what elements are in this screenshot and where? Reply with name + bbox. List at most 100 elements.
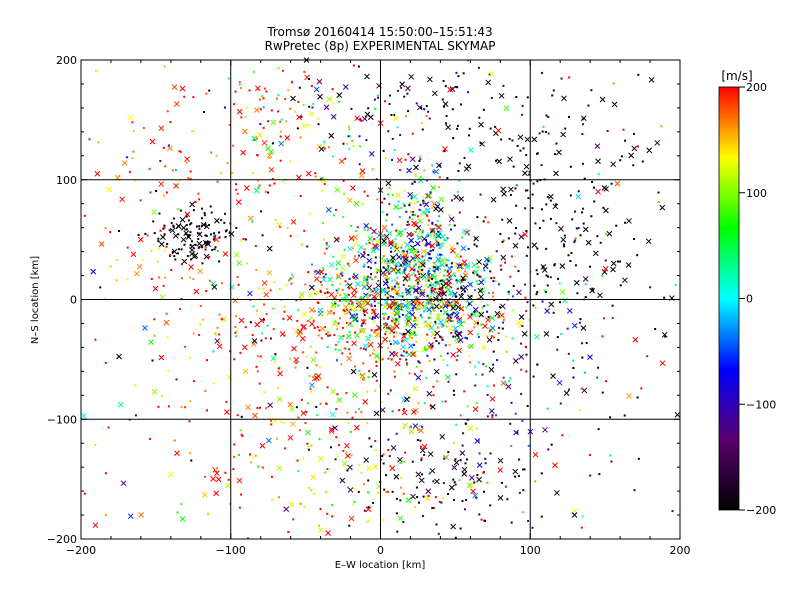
data-point-dot [368,294,371,297]
data-point-dot [538,132,541,135]
data-point-dot [516,431,519,434]
data-point-dot [623,414,626,417]
data-point-cross [171,84,178,90]
data-point-dot [604,232,607,235]
data-point-dot [290,282,293,285]
data-point-dot [185,215,188,218]
data-point-cross [433,168,440,175]
data-point-dot [367,519,370,522]
data-point-dot [476,273,479,276]
data-point-dot [466,337,469,340]
data-point-dot [216,250,219,253]
data-point-dot [499,264,502,267]
data-point-dot [385,474,388,477]
data-point-dot [477,335,480,338]
data-point-dot [420,316,423,319]
data-point-dot [560,332,563,335]
data-point-dot [396,300,399,303]
data-point-dot [357,490,360,493]
data-point-cross [121,160,128,166]
data-point-dot [463,320,466,323]
data-point-dot [324,273,327,276]
data-point-dot [348,331,351,334]
data-point-dot [375,379,378,382]
data-point-dot [497,316,500,319]
data-point-dot [574,210,577,213]
data-point-dot [279,225,282,228]
x-tick-label: 200 [670,544,691,557]
data-point-dot [348,125,351,128]
data-point-dot [402,350,405,353]
data-point-dot [510,445,513,448]
data-point-cross [438,196,445,203]
data-point-dot [366,194,369,197]
data-point-cross [319,325,326,332]
data-point-dot [422,202,425,205]
data-point-cross [300,410,307,416]
data-point-dot [481,306,484,309]
data-point-cross [434,478,440,485]
data-point-dot [227,77,230,80]
data-point-dot [467,233,470,236]
data-point-dot [168,229,171,232]
data-point-cross [267,402,274,409]
data-point-dot [549,199,552,202]
data-point-dot [378,315,381,318]
data-point-cross [347,197,353,204]
data-point-dot [189,178,192,181]
data-point-dot [431,507,434,510]
data-point-dot [116,258,119,261]
data-point-dot [640,387,643,390]
data-point-dot [289,107,292,110]
data-point-dot [427,317,430,320]
data-point-dot [395,512,398,515]
data-point-cross [394,247,400,254]
data-point-cross [372,243,378,249]
data-point-dot [531,526,534,529]
data-point-cross [265,145,271,152]
data-point-dot [555,142,558,145]
data-point-cross [325,206,332,213]
data-point-dot [502,318,505,321]
data-point-cross [531,136,538,143]
data-point-dot [278,288,281,291]
data-point-cross [449,244,455,251]
data-point-dot [464,462,467,465]
data-point-cross [631,145,638,152]
data-point-dot [325,402,328,405]
data-point-cross [414,240,421,247]
data-point-dot [204,223,207,226]
data-point-dot [282,69,285,72]
data-point-dot [413,202,416,205]
data-point-dot [487,291,490,294]
data-point-cross [309,321,315,327]
data-point-dot [414,373,417,376]
data-point-dot [438,260,441,263]
data-point-cross [358,328,365,335]
data-point-dot [209,233,212,236]
data-point-dot [329,446,332,449]
data-point-dot [489,270,492,273]
data-point-dot [355,299,358,302]
data-point-dot [367,479,370,482]
data-point-dot [433,310,436,313]
data-point-cross [518,354,525,360]
data-point-cross [216,343,223,350]
data-point-dot [555,203,558,206]
data-point-dot [425,301,428,304]
data-point-dot [443,239,446,242]
data-point-dot [272,307,275,310]
data-point-dot [234,315,237,318]
data-point-dot [536,247,539,250]
data-point-dot [458,211,461,214]
data-point-dot [348,302,351,305]
data-point-cross [159,294,166,301]
data-point-cross [395,192,401,199]
data-point-cross [203,253,210,260]
data-point-dot [416,307,419,310]
data-point-dot [331,88,334,91]
data-point-dot [584,296,587,299]
data-point-dot [381,201,384,204]
data-point-dot [448,276,451,279]
